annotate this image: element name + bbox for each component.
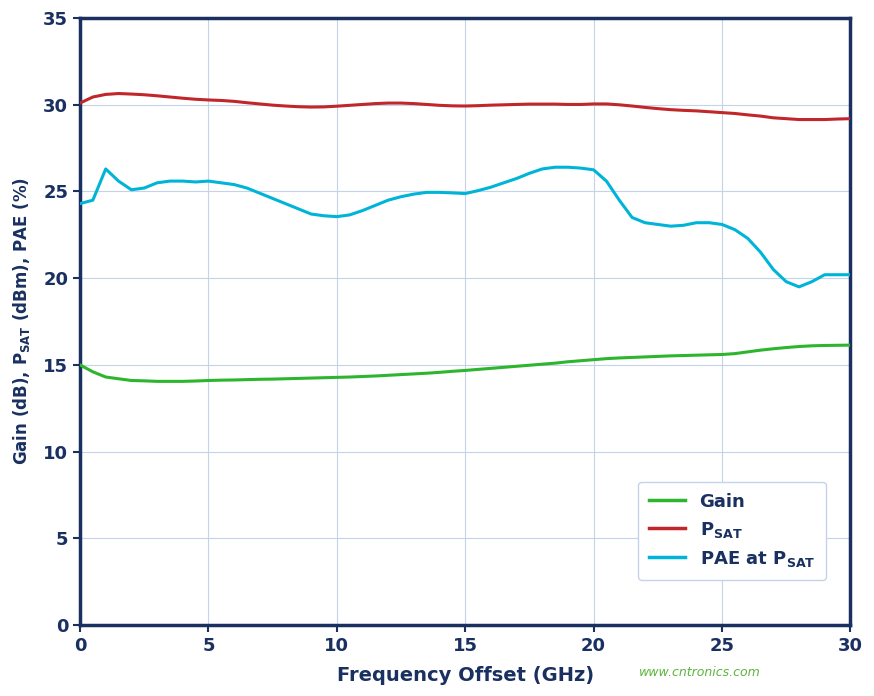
Y-axis label: Gain (dB), P$_{\mathregular{SAT}}$ (dBm), PAE (%): Gain (dB), P$_{\mathregular{SAT}}$ (dBm)…: [11, 177, 32, 466]
Text: www.cntronics.com: www.cntronics.com: [639, 665, 760, 679]
X-axis label: Frequency Offset (GHz): Frequency Offset (GHz): [336, 666, 593, 685]
Legend: Gain, P$_{\mathregular{SAT}}$, PAE at P$_{\mathregular{SAT}}$: Gain, P$_{\mathregular{SAT}}$, PAE at P$…: [638, 482, 826, 580]
